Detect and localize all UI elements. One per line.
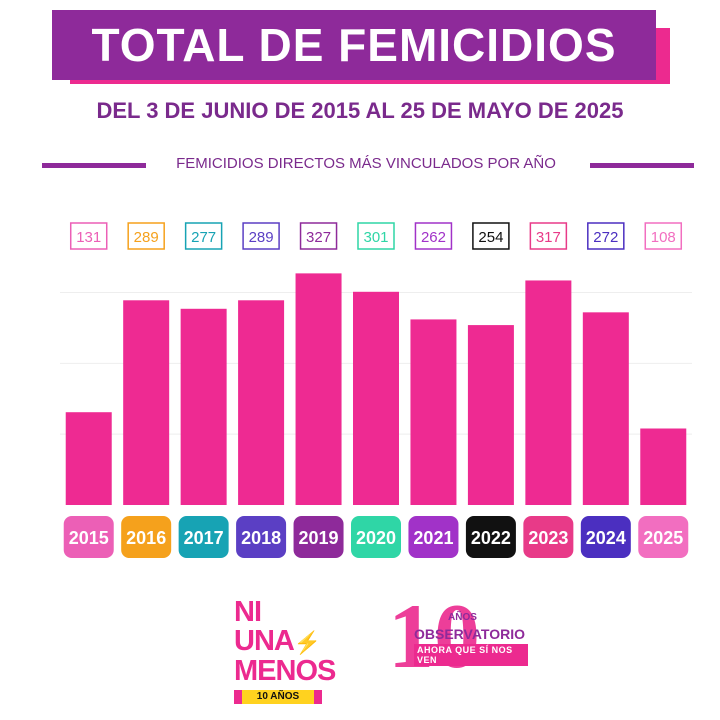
observatorio-logo: 10 AÑOS OBSERVATORIO AHORA QUE SÍ NOS VE… [388, 590, 528, 686]
data-label-2022: 254 [478, 229, 503, 246]
data-label-2024: 272 [593, 229, 618, 246]
data-label-2015: 131 [76, 229, 101, 246]
bar-2016 [123, 300, 170, 505]
ni-una-menos-logo: NI UNA⚡ MENOS 10 AÑOS [234, 596, 336, 704]
year-pill-2016 [121, 516, 172, 558]
tick-label-2018: 2018 [241, 528, 281, 548]
year-pill-2021 [408, 516, 459, 558]
bar-2021 [410, 319, 457, 505]
data-label-2018: 289 [249, 229, 274, 246]
data-label-2021: 262 [421, 229, 446, 246]
bar-2017 [180, 308, 227, 505]
divider-left [42, 163, 146, 168]
year-pill-2018 [236, 516, 287, 558]
data-label-2019: 327 [306, 229, 331, 246]
chart-title: FEMICIDIOS DIRECTOS MÁS VINCULADOS POR A… [176, 155, 556, 172]
data-label-2016: 289 [134, 229, 159, 246]
bar-2019 [295, 273, 342, 505]
value-box-2015 [69, 222, 108, 250]
page-subtitle: DEL 3 DE JUNIO DE 2015 AL 25 DE MAYO DE … [96, 98, 624, 123]
year-pill-2025 [638, 516, 689, 558]
page-title: TOTAL DE FEMICIDIOS [52, 10, 656, 80]
bar-2018 [238, 300, 285, 505]
bar-2020 [353, 291, 399, 505]
data-label-2023: 317 [536, 229, 561, 246]
bar-2025 [640, 428, 687, 505]
year-pill-2020 [351, 516, 401, 558]
bar-2015 [65, 412, 112, 505]
bar-2022 [467, 325, 514, 505]
value-box-2019 [299, 222, 338, 250]
value-box-2018 [242, 222, 280, 250]
value-box-2024 [587, 222, 625, 250]
tick-label-2016: 2016 [126, 528, 166, 548]
year-pill-2017 [178, 516, 229, 558]
tick-label-2017: 2017 [184, 528, 224, 548]
value-box-2022 [472, 222, 510, 250]
value-box-2021 [414, 222, 453, 250]
year-pill-2019 [293, 516, 344, 558]
tick-label-2019: 2019 [299, 528, 339, 548]
data-label-2020: 301 [363, 229, 388, 246]
value-box-2023 [529, 222, 568, 250]
tick-label-2023: 2023 [528, 528, 568, 548]
value-box-2025 [644, 222, 683, 250]
year-pill-2022 [465, 516, 516, 558]
tick-label-2020: 2020 [356, 528, 396, 548]
divider-right [590, 163, 694, 168]
value-box-2016 [127, 222, 165, 250]
value-box-2017 [184, 222, 223, 250]
data-label-2017: 277 [191, 229, 216, 246]
tick-label-2015: 2015 [69, 528, 109, 548]
tick-label-2022: 2022 [471, 528, 511, 548]
title-banner: TOTAL DE FEMICIDIOS [52, 10, 672, 84]
year-pill-2023 [523, 516, 574, 558]
year-pill-2015 [63, 516, 114, 558]
bar-2023 [525, 280, 572, 505]
bar-2024 [582, 312, 629, 505]
value-box-2020 [357, 222, 395, 250]
tick-label-2021: 2021 [413, 528, 453, 548]
year-pill-2024 [580, 516, 631, 558]
data-label-2025: 108 [651, 229, 676, 246]
tick-label-2025: 2025 [643, 528, 683, 548]
tick-label-2024: 2024 [586, 528, 626, 548]
bar-chart: 131 2015 289 2016 277 2017 289 2018 327 2019 301 20… [60, 222, 692, 558]
